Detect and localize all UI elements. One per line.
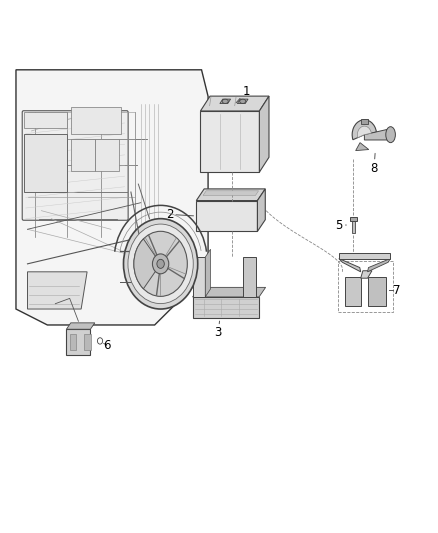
Bar — [24, 112, 67, 128]
Polygon shape — [193, 297, 259, 318]
Text: 8: 8 — [370, 154, 378, 175]
Polygon shape — [259, 96, 269, 172]
Ellipse shape — [222, 99, 228, 103]
Polygon shape — [367, 259, 390, 272]
Polygon shape — [220, 99, 231, 103]
Circle shape — [128, 224, 193, 304]
Text: 1: 1 — [236, 85, 250, 103]
Text: 4: 4 — [345, 276, 353, 289]
Polygon shape — [243, 257, 256, 297]
Bar — [361, 119, 368, 124]
Circle shape — [152, 254, 169, 274]
Text: 7: 7 — [393, 284, 401, 297]
Wedge shape — [134, 239, 161, 289]
Polygon shape — [24, 134, 67, 192]
Polygon shape — [205, 249, 211, 297]
Polygon shape — [201, 96, 269, 111]
FancyBboxPatch shape — [22, 111, 128, 220]
Polygon shape — [237, 99, 248, 103]
Circle shape — [157, 260, 164, 268]
Circle shape — [124, 219, 198, 309]
Circle shape — [97, 338, 102, 344]
Bar — [70, 334, 77, 351]
Polygon shape — [360, 271, 372, 278]
Polygon shape — [67, 329, 90, 355]
Polygon shape — [193, 257, 205, 297]
Polygon shape — [193, 287, 265, 297]
Bar — [84, 334, 91, 351]
Bar — [71, 107, 121, 134]
Bar — [95, 139, 119, 171]
Text: 6: 6 — [103, 338, 110, 352]
Polygon shape — [67, 323, 95, 329]
Polygon shape — [364, 130, 391, 140]
Bar — [352, 221, 355, 233]
Polygon shape — [339, 253, 390, 259]
Circle shape — [134, 231, 187, 296]
Polygon shape — [28, 272, 87, 309]
Polygon shape — [367, 277, 386, 306]
Polygon shape — [16, 70, 208, 325]
Wedge shape — [357, 126, 371, 138]
Polygon shape — [196, 189, 265, 200]
Wedge shape — [352, 120, 376, 140]
Text: 2: 2 — [166, 208, 194, 221]
Ellipse shape — [240, 99, 246, 103]
Polygon shape — [345, 277, 360, 306]
Polygon shape — [201, 111, 259, 172]
Polygon shape — [356, 143, 369, 151]
Text: 3: 3 — [215, 321, 222, 340]
Ellipse shape — [386, 127, 396, 143]
Polygon shape — [258, 189, 265, 231]
Bar — [350, 216, 357, 221]
Bar — [12, 64, 210, 330]
Polygon shape — [203, 191, 258, 196]
Text: 5: 5 — [336, 219, 346, 231]
Polygon shape — [339, 259, 360, 272]
Polygon shape — [196, 200, 258, 231]
Bar — [71, 139, 95, 171]
